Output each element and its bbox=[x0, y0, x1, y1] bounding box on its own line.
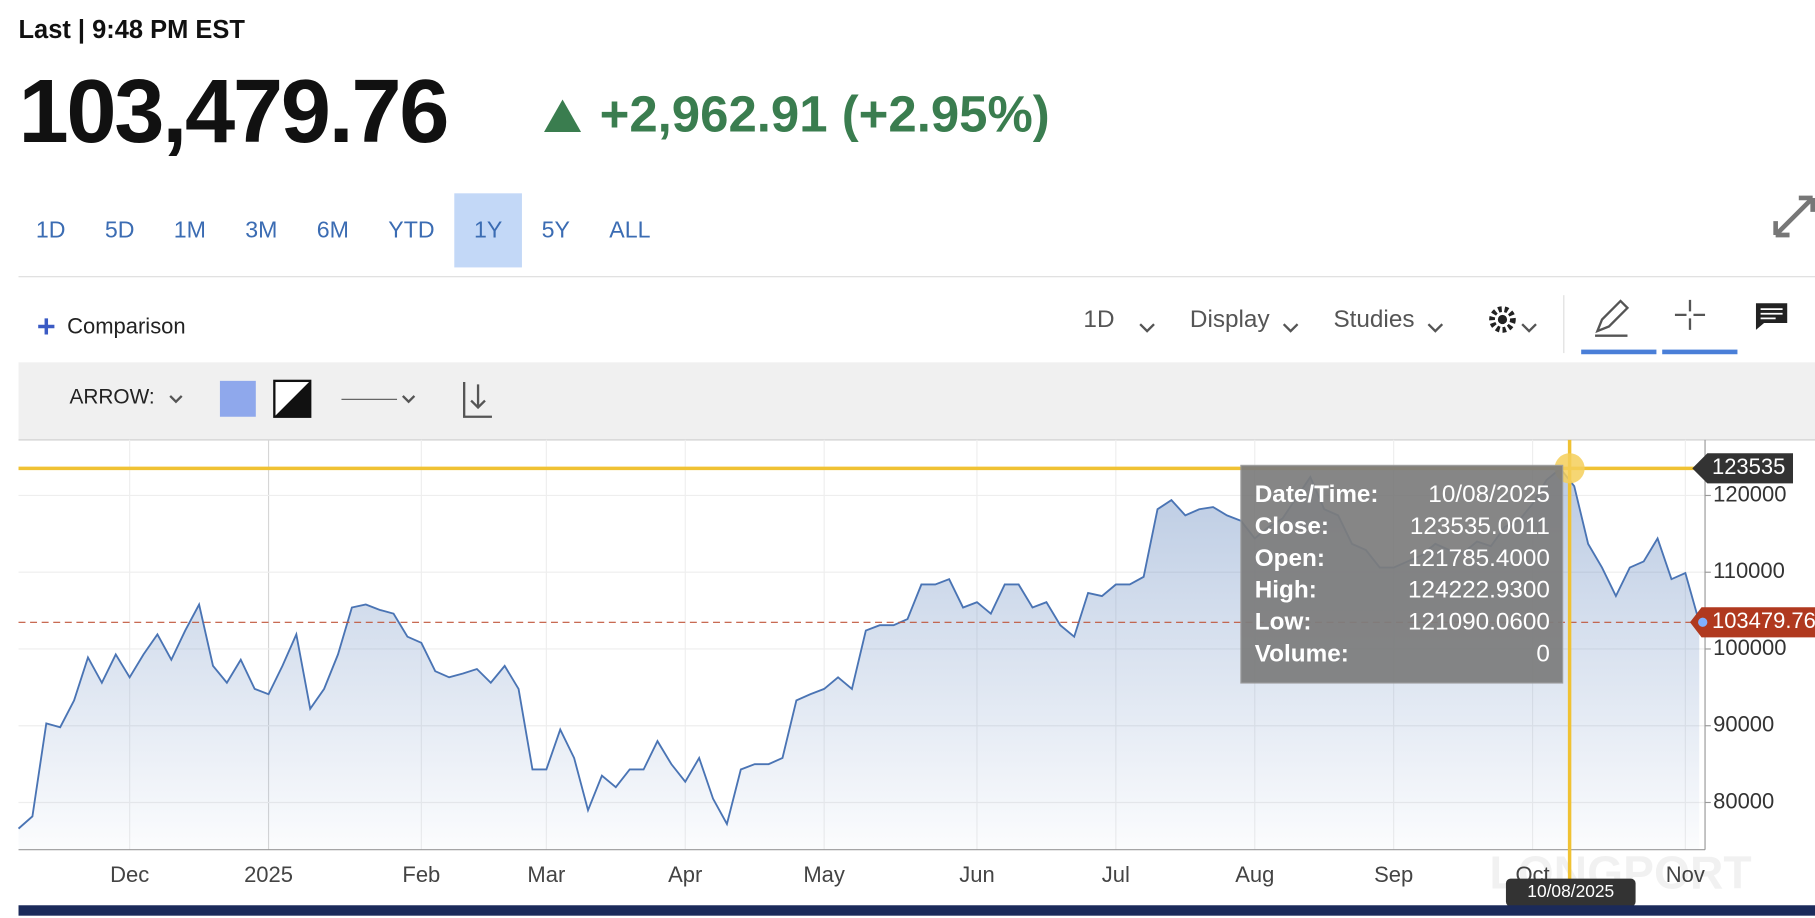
tooltip-value: 10/08/2025 bbox=[1428, 481, 1550, 508]
crosshair-icon[interactable] bbox=[1674, 299, 1706, 330]
x-tick-label: May bbox=[803, 862, 845, 887]
chevron bbox=[1139, 323, 1155, 333]
comment-lines bbox=[1760, 308, 1783, 320]
chevron bbox=[1427, 323, 1444, 333]
range-button[interactable]: YTD bbox=[388, 217, 434, 243]
range-active-bg bbox=[454, 193, 522, 268]
y-tick-label: 100000 bbox=[1713, 635, 1786, 660]
x-tick-label: Aug bbox=[1235, 862, 1274, 887]
range-bar: 1D 5D 1M 3M 6M YTD 1Y 5Y ALL bbox=[36, 193, 651, 268]
x-tick-label: Dec bbox=[110, 862, 149, 887]
last-dot bbox=[1698, 617, 1708, 627]
range-button[interactable]: 5D bbox=[105, 217, 135, 243]
range-button[interactable]: 3M bbox=[245, 217, 277, 243]
display[interactable]: Display bbox=[1190, 306, 1271, 333]
tool-name[interactable]: ARROW: bbox=[69, 386, 154, 409]
x-tick-label: Sep bbox=[1374, 862, 1413, 887]
y-tick-label: 120000 bbox=[1713, 481, 1786, 506]
tooltip bbox=[1240, 464, 1564, 684]
x-tick-label: Mar bbox=[527, 862, 565, 887]
up-arrow bbox=[544, 99, 582, 132]
comment-icon[interactable] bbox=[1755, 303, 1788, 330]
x-tick-label: Jun bbox=[959, 862, 994, 887]
interval[interactable]: 1D bbox=[1083, 306, 1114, 333]
last-value-tag bbox=[1689, 607, 1815, 638]
date-tag bbox=[1505, 878, 1636, 907]
settings-icon[interactable] bbox=[1489, 306, 1516, 333]
range-button[interactable]: 1D bbox=[36, 217, 66, 243]
tooltip-value: 121785.4000 bbox=[1408, 545, 1550, 572]
x-tick-label: Jul bbox=[1102, 862, 1130, 887]
tooltip-value: 0 bbox=[1536, 641, 1550, 668]
x-tick-label: Nov bbox=[1666, 862, 1705, 887]
x-tick-label: Apr bbox=[668, 862, 702, 887]
tooltip-key: Volume: bbox=[1255, 641, 1349, 668]
range-button[interactable]: 1Y bbox=[474, 217, 502, 243]
studies[interactable]: Studies bbox=[1333, 306, 1414, 333]
bottom-bar bbox=[18, 905, 1815, 916]
comparison[interactable]: Comparison bbox=[67, 313, 186, 338]
chevron bbox=[1521, 323, 1537, 333]
x-tick-label: 2025 bbox=[244, 862, 293, 887]
range-button[interactable]: 5Y bbox=[542, 217, 570, 243]
tab-underline bbox=[1662, 349, 1738, 355]
expand-icon[interactable] bbox=[1773, 195, 1815, 238]
price: 103,479.76 bbox=[19, 61, 448, 162]
plus-icon bbox=[38, 318, 55, 335]
fill-color[interactable] bbox=[219, 380, 256, 417]
tab-underline bbox=[1581, 349, 1657, 355]
tooltip-value: 121090.0600 bbox=[1408, 609, 1550, 636]
tooltip-key: Date/Time: bbox=[1255, 481, 1379, 508]
tooltip-value: 123535.0011 bbox=[1410, 513, 1550, 540]
draw-icon[interactable] bbox=[1595, 299, 1630, 337]
chevron bbox=[1282, 323, 1299, 333]
y-tick-label: 80000 bbox=[1713, 788, 1774, 813]
crosshair-tag bbox=[1692, 453, 1794, 484]
range-button[interactable]: 1M bbox=[174, 217, 206, 243]
tooltip-key: Low: bbox=[1255, 609, 1312, 636]
tooltip-key: Close: bbox=[1255, 513, 1329, 540]
range-button[interactable]: 6M bbox=[317, 217, 349, 243]
range-button[interactable]: ALL bbox=[609, 217, 650, 243]
y-tick-label: 110000 bbox=[1713, 558, 1785, 583]
line-color-half bbox=[274, 380, 311, 417]
y-tick-label: 90000 bbox=[1713, 712, 1774, 737]
last-label: Last | 9:48 PM EST bbox=[19, 16, 246, 44]
last-value-label: 103479.76 bbox=[1712, 608, 1815, 633]
tooltip-value: 124222.9300 bbox=[1408, 577, 1550, 604]
x-tick-label: Feb bbox=[402, 862, 440, 887]
chevron bbox=[402, 395, 416, 404]
tooltip-key: High: bbox=[1255, 577, 1317, 604]
tooltip-key: Open: bbox=[1255, 545, 1325, 572]
save-icon[interactable] bbox=[463, 382, 492, 418]
crosshair-value: 123535 bbox=[1712, 454, 1785, 479]
crosshair-date: 10/08/2025 bbox=[1527, 881, 1614, 901]
drawing-toolbar bbox=[18, 362, 1815, 440]
chevron bbox=[169, 395, 183, 404]
change: +2,962.91 (+2.95%) bbox=[600, 86, 1050, 143]
chart: Dec 2025 Feb Mar Apr May Jun Jul Aug Sep Oct Nov800… bbox=[17, 439, 1815, 907]
